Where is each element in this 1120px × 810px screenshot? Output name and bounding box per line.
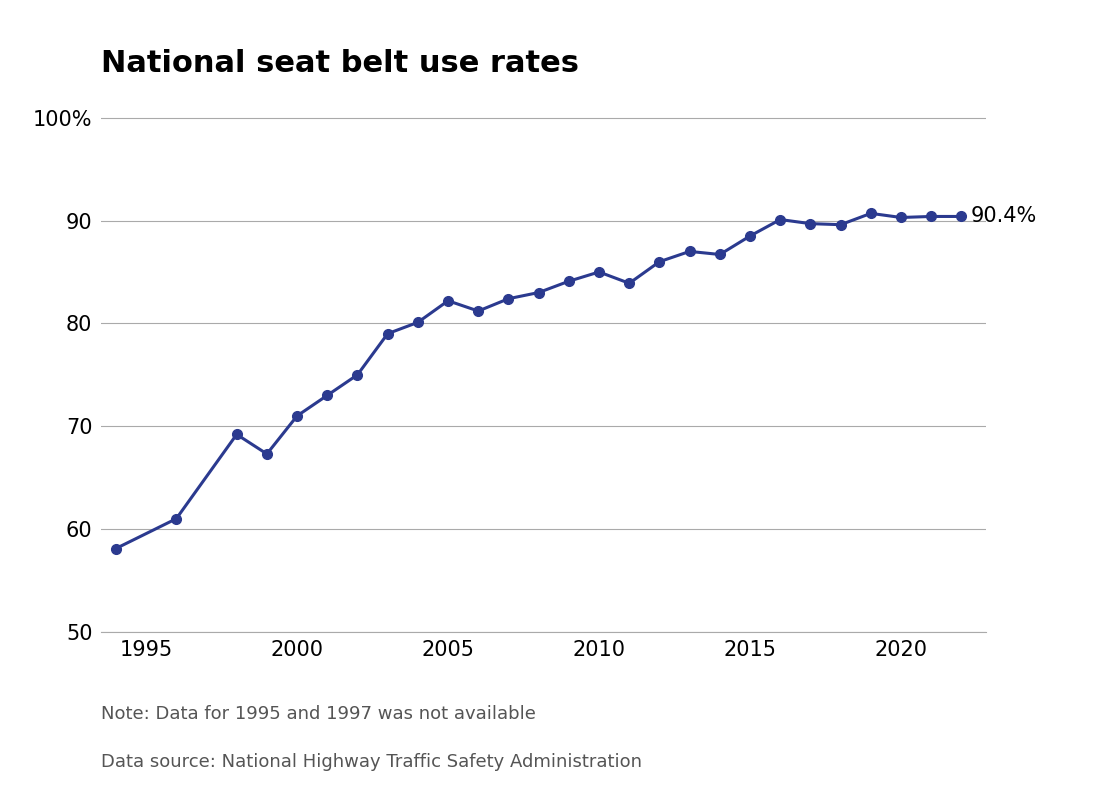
Text: 90.4%: 90.4% [971, 207, 1037, 227]
Text: National seat belt use rates: National seat belt use rates [101, 49, 579, 79]
Text: Data source: National Highway Traffic Safety Administration: Data source: National Highway Traffic Sa… [101, 753, 642, 771]
Text: Note: Data for 1995 and 1997 was not available: Note: Data for 1995 and 1997 was not ava… [101, 705, 535, 723]
